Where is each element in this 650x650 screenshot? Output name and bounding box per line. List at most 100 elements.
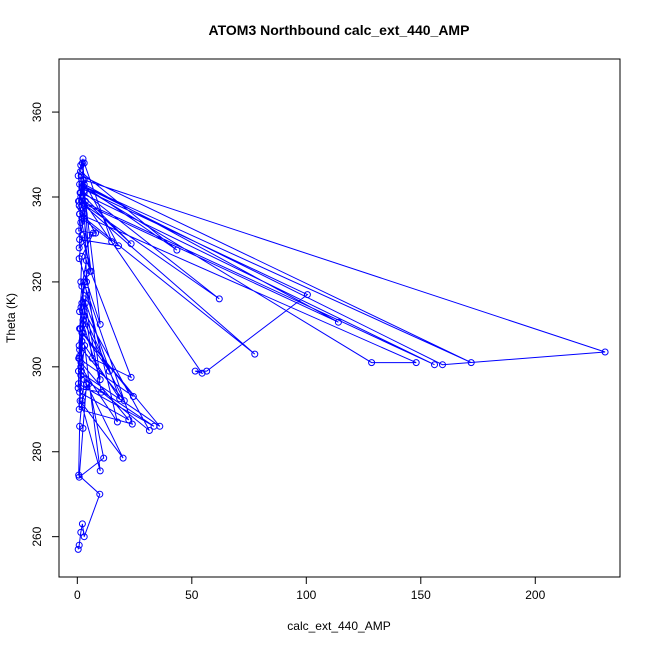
y-tick-label: 300: [30, 356, 44, 376]
x-axis-label: calc_ext_440_AMP: [287, 619, 390, 633]
data-point: [156, 422, 164, 430]
data-point: [439, 361, 446, 369]
data-point: [215, 295, 223, 303]
data-point: [76, 422, 84, 430]
data-point: [80, 312, 88, 320]
data-point: [78, 185, 86, 192]
data-point: [191, 367, 199, 375]
data-point: [77, 193, 85, 201]
data-point: [79, 176, 87, 184]
data-point: [77, 371, 85, 379]
data-point: [303, 291, 311, 299]
data-point: [76, 397, 84, 405]
data-point: [87, 267, 95, 275]
data-point: [75, 197, 82, 205]
data-point: [78, 214, 86, 222]
data-point: [76, 210, 84, 218]
data-point: [115, 242, 122, 250]
data-point: [105, 367, 113, 375]
data-point: [79, 424, 87, 432]
data-point: [334, 318, 342, 326]
data-point: [198, 369, 206, 377]
data-point: [83, 278, 90, 286]
data-point: [76, 325, 84, 333]
chart-title: ATOM3 Northbound calc_ext_440_AMP: [209, 22, 470, 38]
data-point: [76, 388, 84, 396]
data-point: [96, 467, 104, 475]
data-point: [74, 384, 82, 392]
data-point: [92, 229, 100, 237]
data-point: [431, 361, 438, 369]
data-point: [173, 246, 181, 254]
data-point: [77, 363, 85, 371]
data-point: [75, 244, 83, 252]
data-point: [85, 380, 93, 388]
data-point: [76, 189, 84, 197]
data-point: [78, 197, 86, 205]
data-point: [80, 376, 88, 384]
data-point: [80, 159, 88, 167]
y-tick-label: 260: [30, 526, 44, 546]
y-axis: 260 280 300 320 340 360: [30, 102, 60, 547]
data-point: [77, 367, 85, 375]
data-point: [78, 231, 86, 239]
data-point: [80, 533, 88, 541]
data-point: [76, 308, 84, 316]
data-point: [78, 172, 86, 180]
data-point: [368, 359, 376, 367]
data-point: [77, 219, 85, 226]
data-point: [127, 373, 135, 381]
plot-area: [74, 155, 609, 553]
data-point: [77, 528, 85, 536]
data-point: [80, 187, 88, 195]
data-point: [78, 337, 86, 345]
data-point: [75, 380, 82, 388]
data-point: [96, 490, 104, 498]
data-point: [412, 359, 420, 367]
y-tick-label: 340: [30, 187, 44, 207]
data-point: [81, 197, 89, 205]
x-axis: 0 50 100 150 200: [74, 576, 546, 602]
data-point: [96, 320, 104, 328]
data-point: [100, 454, 108, 462]
data-point: [116, 395, 124, 403]
x-tick-label: 200: [525, 588, 545, 602]
data-point: [83, 380, 90, 388]
data-point: [78, 299, 86, 307]
data-point: [145, 427, 153, 434]
y-tick-label: 280: [30, 441, 44, 461]
data-point: [97, 388, 105, 396]
data-points: [74, 155, 609, 553]
data-point: [79, 155, 87, 163]
data-point: [78, 520, 86, 528]
data-point: [81, 299, 89, 307]
x-tick-label: 100: [296, 588, 316, 602]
data-point: [128, 420, 136, 428]
data-point: [80, 210, 88, 218]
data-point: [83, 257, 90, 265]
data-point: [125, 416, 133, 424]
x-tick-label: 50: [185, 588, 199, 602]
data-point: [74, 172, 82, 180]
data-point: [108, 238, 116, 246]
data-point: [113, 418, 121, 426]
y-tick-label: 360: [30, 102, 44, 122]
data-point: [601, 348, 609, 356]
data-point: [79, 316, 87, 324]
data-point: [467, 359, 475, 367]
data-point: [88, 354, 96, 362]
data-point: [89, 229, 97, 237]
x-tick-label: 150: [411, 588, 431, 602]
data-point: [75, 255, 83, 263]
data-point: [80, 295, 88, 303]
data-point: [129, 393, 137, 400]
data-point: [83, 286, 90, 294]
data-point: [77, 204, 85, 212]
data-point: [96, 376, 104, 384]
data-point: [78, 282, 86, 290]
data-point: [75, 473, 83, 481]
x-tick-label: 0: [74, 588, 81, 602]
data-point: [127, 240, 135, 248]
data-point: [75, 354, 83, 362]
